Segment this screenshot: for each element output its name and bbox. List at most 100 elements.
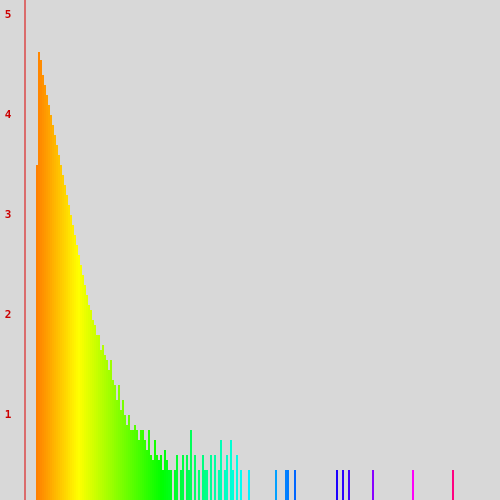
bar	[112, 380, 114, 500]
bar	[226, 455, 228, 500]
bar	[132, 430, 134, 500]
bar	[72, 225, 74, 500]
bar	[158, 460, 160, 500]
bar	[40, 60, 42, 500]
bar	[106, 360, 108, 500]
bar	[48, 105, 50, 500]
bar	[108, 370, 110, 500]
bar	[68, 205, 70, 500]
bar	[60, 165, 62, 500]
bar	[124, 415, 126, 500]
bar	[96, 335, 98, 500]
bar	[44, 85, 46, 500]
bar	[70, 215, 72, 500]
bar	[176, 455, 178, 500]
bar	[206, 470, 208, 500]
bar	[372, 470, 374, 500]
bar	[98, 335, 100, 500]
bar	[342, 470, 344, 500]
bar	[90, 310, 92, 500]
bar	[174, 470, 176, 500]
bar	[78, 255, 80, 500]
bar	[46, 95, 48, 500]
bar	[204, 470, 206, 500]
bar	[140, 430, 142, 500]
bar	[166, 460, 168, 500]
bar	[52, 125, 54, 500]
bar	[170, 470, 172, 500]
bar	[150, 455, 152, 500]
bar	[92, 320, 94, 500]
bar	[36, 165, 38, 500]
bar	[164, 450, 166, 500]
bar	[160, 455, 162, 500]
bar	[38, 52, 40, 500]
bar	[186, 455, 188, 500]
bar	[74, 235, 76, 500]
bar	[86, 295, 88, 500]
bar	[232, 470, 234, 500]
bar	[144, 440, 146, 500]
bar	[182, 455, 184, 500]
y-tick-label: 5	[5, 8, 12, 21]
y-tick-label: 2	[5, 308, 12, 321]
bar	[104, 355, 106, 500]
bar	[110, 360, 112, 500]
bar	[348, 470, 350, 500]
bar	[452, 470, 454, 500]
bar	[66, 195, 68, 500]
bar	[154, 440, 156, 500]
bar	[168, 470, 170, 500]
bar	[218, 470, 220, 500]
bar	[134, 425, 136, 500]
bar	[126, 425, 128, 500]
bar	[76, 245, 78, 500]
bar	[224, 470, 226, 500]
bar	[114, 385, 116, 500]
bar	[412, 470, 414, 500]
bar	[294, 470, 296, 500]
bar	[136, 430, 138, 500]
bar	[94, 325, 96, 500]
bar	[220, 440, 222, 500]
bar	[285, 470, 287, 500]
bar	[116, 400, 118, 500]
bar	[152, 460, 154, 500]
bar	[162, 470, 164, 500]
bar	[118, 385, 120, 500]
bar	[54, 135, 56, 500]
bar	[84, 285, 86, 500]
bar	[188, 470, 190, 500]
bar	[64, 185, 66, 500]
bar	[56, 145, 58, 500]
bar	[42, 75, 44, 500]
bar	[248, 470, 250, 500]
y-tick-label: 3	[5, 208, 12, 221]
bar	[80, 265, 82, 500]
bar	[102, 345, 104, 500]
bar	[58, 155, 60, 500]
bar	[88, 305, 90, 500]
bar	[148, 430, 150, 500]
bar	[240, 470, 242, 500]
bar	[62, 175, 64, 500]
y-tick-label: 1	[5, 408, 12, 421]
bar	[128, 415, 130, 500]
bar	[230, 440, 232, 500]
bar	[50, 115, 52, 500]
y-tick-label: 4	[5, 108, 12, 121]
bar	[214, 455, 216, 500]
bar	[156, 455, 158, 500]
bar	[198, 470, 200, 500]
bar	[236, 455, 238, 500]
bar	[202, 455, 204, 500]
bar	[138, 440, 140, 500]
bar	[275, 470, 277, 500]
bar	[100, 350, 102, 500]
bar	[82, 275, 84, 500]
bar	[194, 455, 196, 500]
bar	[287, 470, 289, 500]
bar	[142, 430, 144, 500]
